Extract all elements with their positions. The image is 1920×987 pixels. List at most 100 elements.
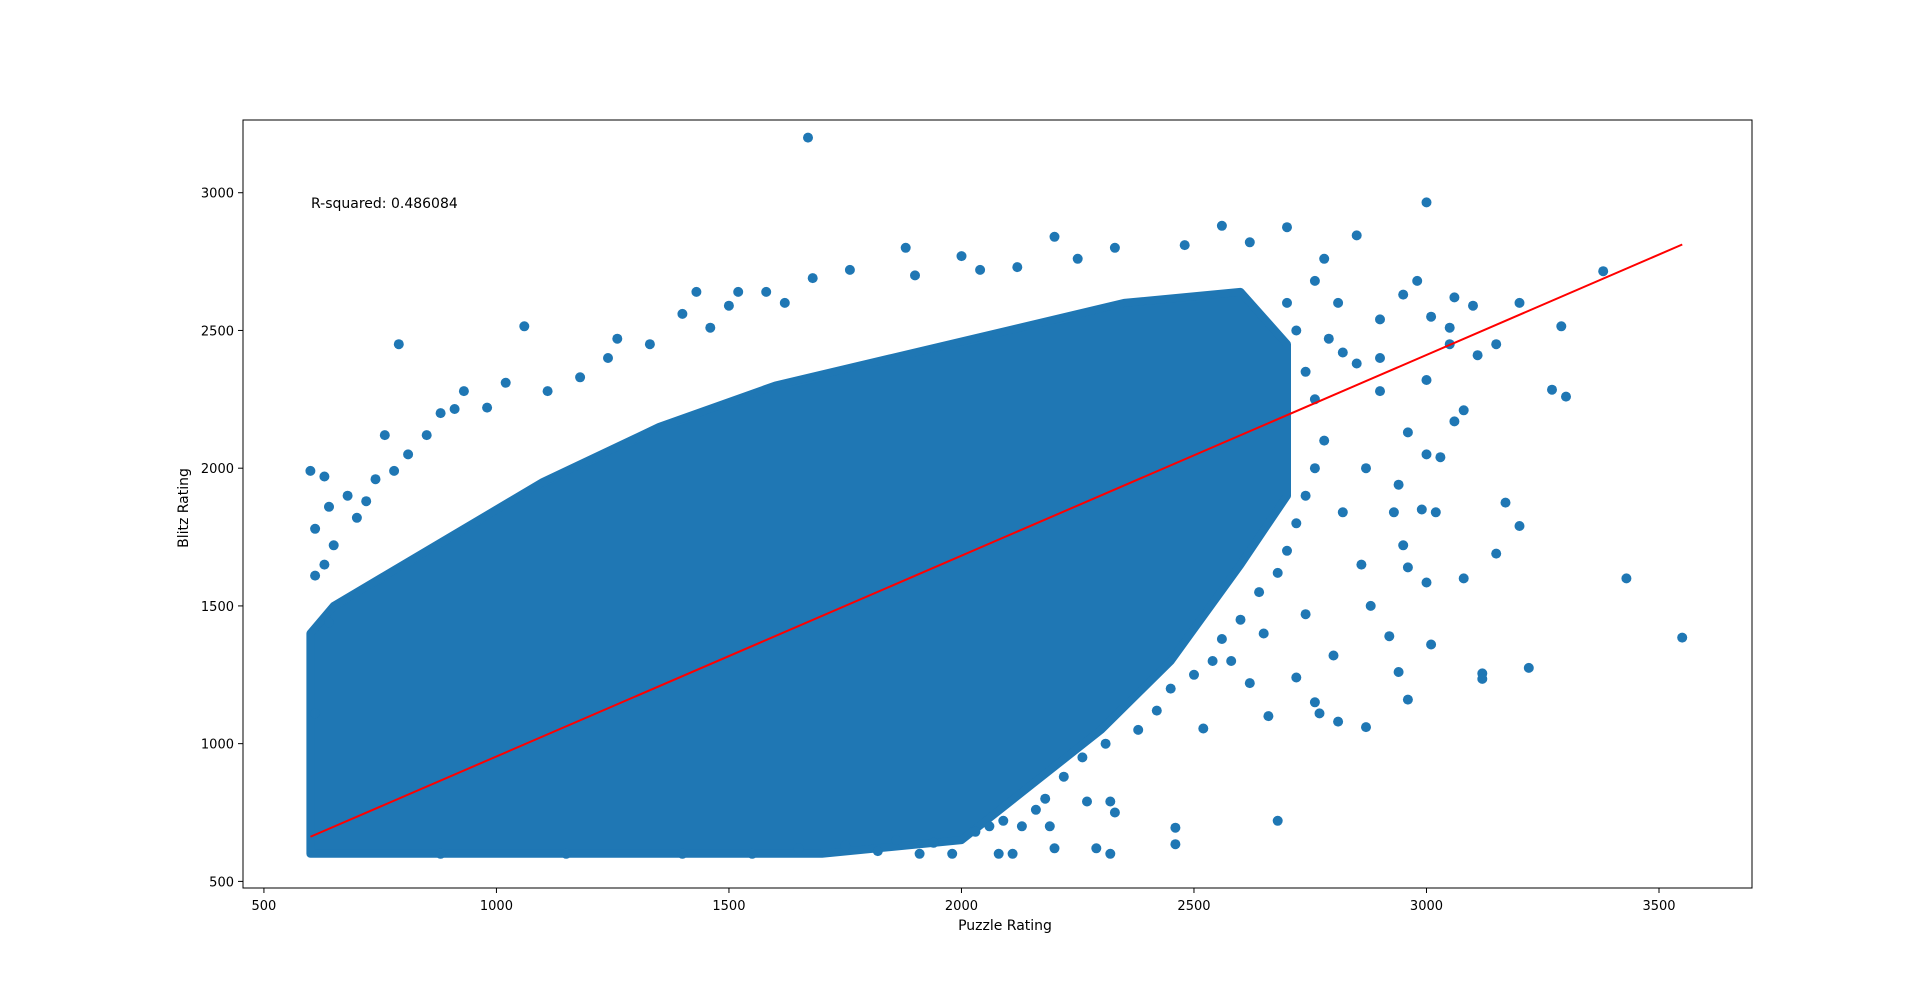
scatter-point	[1444, 322, 1455, 333]
scatter-point	[1291, 325, 1302, 336]
scatter-point	[1449, 416, 1460, 427]
scatter-point	[1351, 358, 1362, 369]
r-squared-annotation: R-squared: 0.486084	[311, 196, 458, 212]
scatter-point	[1375, 386, 1385, 397]
scatter-point	[1100, 738, 1111, 749]
scatter-point	[310, 570, 321, 581]
scatter-point	[677, 308, 688, 319]
scatter-point	[1421, 375, 1432, 385]
scatter-point	[1491, 548, 1502, 559]
scatter-point	[1361, 463, 1371, 474]
scatter-point	[1435, 452, 1446, 463]
scatter-point	[947, 848, 958, 859]
scatter-point	[310, 523, 321, 534]
scatter-point	[1477, 673, 1488, 684]
scatter-point	[1421, 197, 1432, 208]
scatter-point	[1319, 253, 1330, 264]
scatter-point	[1547, 384, 1557, 395]
scatter-point	[435, 408, 446, 419]
scatter-point	[1007, 848, 1018, 859]
scatter-point	[1072, 253, 1083, 264]
plot-frame	[242, 119, 1753, 889]
scatter-point	[1375, 314, 1385, 325]
scatter-point	[1416, 504, 1427, 515]
scatter-point	[644, 339, 655, 350]
scatter-point	[910, 270, 920, 281]
scatter-point	[1133, 724, 1144, 735]
scatter-point	[1226, 656, 1237, 666]
scatter-point	[1258, 628, 1269, 639]
x-tick-label: 2000	[945, 899, 978, 914]
scatter-point	[1300, 490, 1311, 501]
scatter-point	[310, 708, 321, 719]
scatter-point	[1012, 262, 1023, 273]
scatter-point	[519, 321, 530, 332]
scatter-point	[747, 848, 758, 859]
scatter-point	[1291, 518, 1302, 529]
scatter-point	[993, 848, 1004, 859]
scatter-point	[1170, 839, 1181, 850]
scatter-point	[389, 465, 400, 476]
y-tick-label: 500	[209, 875, 234, 890]
scatter-point	[1398, 540, 1409, 551]
scatter-point	[1384, 631, 1395, 642]
scatter-point	[458, 386, 469, 397]
scatter-point	[1198, 723, 1209, 734]
scatter-point	[1309, 697, 1320, 708]
scatter-point	[1189, 669, 1199, 680]
scatter-point	[691, 286, 702, 297]
scatter-point	[1449, 292, 1460, 303]
x-axis-label: Puzzle Rating	[958, 918, 1052, 934]
scatter-point	[1468, 300, 1478, 311]
scatter-point	[1282, 297, 1292, 308]
scatter-point	[1082, 796, 1092, 807]
scatter-point	[984, 821, 995, 832]
scatter-point	[803, 132, 813, 143]
scatter-point	[324, 501, 334, 512]
x-tick-label: 1000	[480, 899, 513, 914]
scatter-point	[840, 840, 851, 851]
y-tick-label: 3000	[201, 187, 234, 202]
scatter-point	[379, 430, 390, 441]
scatter-point	[1556, 321, 1567, 332]
scatter-point	[324, 617, 334, 628]
scatter-point	[305, 465, 316, 476]
scatter-point	[1207, 656, 1218, 666]
scatter-point	[500, 377, 511, 388]
x-tick-label: 1500	[712, 899, 745, 914]
scatter-density-region	[306, 287, 1291, 858]
scatter-point	[403, 449, 414, 460]
scatter-point	[1235, 614, 1246, 625]
scatter-point	[1272, 567, 1283, 578]
scatter-point	[733, 286, 744, 297]
scatter-point	[1309, 463, 1320, 474]
scatter-point	[1300, 609, 1311, 620]
scatter-point	[1398, 289, 1409, 300]
scatter-point	[793, 843, 804, 854]
scatter-point	[351, 512, 362, 523]
scatter-point	[1351, 230, 1362, 241]
y-axis-label: Blitz Rating	[176, 468, 192, 548]
scatter-point	[914, 848, 925, 859]
scatter-point	[723, 300, 734, 311]
scatter-point	[1388, 507, 1399, 518]
scatter-point	[1430, 507, 1441, 518]
scatter-point	[844, 264, 855, 275]
x-tick-label: 3500	[1642, 899, 1675, 914]
scatter-point	[1077, 752, 1088, 763]
scatter-point	[970, 826, 981, 837]
scatter-point	[1179, 240, 1190, 251]
scatter-point	[1677, 632, 1688, 643]
scatter-point	[779, 297, 790, 308]
scatter-point	[1044, 821, 1055, 832]
scatter-point	[370, 474, 381, 485]
scatter-point	[449, 404, 460, 414]
scatter-point	[1393, 667, 1404, 677]
scatter-point	[1282, 545, 1292, 556]
scatter-point	[1402, 694, 1413, 705]
scatter-point	[1375, 353, 1385, 363]
scatter-point	[1151, 705, 1162, 716]
scatter-point	[1393, 479, 1404, 490]
scatter-point	[1323, 333, 1334, 344]
